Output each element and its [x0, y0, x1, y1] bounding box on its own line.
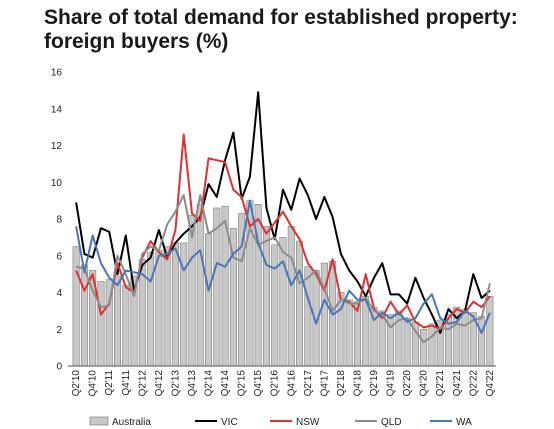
x-tick-label: Q4'19 — [386, 370, 397, 397]
bar-australia-Q4'22 — [486, 295, 494, 367]
x-tick-label: Q2'12 — [137, 370, 148, 397]
bar-australia-Q1'22 — [461, 308, 469, 367]
bar-australia-Q3'13 — [180, 242, 188, 367]
line-wa — [75, 199, 491, 334]
bar-australia-Q2'10 — [72, 246, 80, 367]
x-tick-label: Q2'16 — [270, 370, 281, 397]
lines-layer — [75, 91, 491, 344]
bar-australia-Q1'11 — [97, 281, 105, 367]
bar-australia-Q1'13 — [163, 246, 171, 367]
x-tick-label: Q2'18 — [336, 370, 347, 397]
legend-label-vic: VIC — [221, 417, 238, 428]
x-tick-label: Q4'11 — [121, 370, 132, 396]
bar-australia-Q2'17 — [304, 266, 312, 367]
x-tick-label: Q4'13 — [187, 370, 198, 397]
x-tick-label: Q4'12 — [154, 370, 165, 397]
y-tick-label: 8 — [56, 215, 62, 226]
bar-australia-Q4'20 — [420, 329, 428, 367]
bar-australia-Q3'14 — [213, 207, 221, 367]
x-tick-label: Q2'21 — [435, 370, 446, 397]
bar-australia-Q3'11 — [114, 275, 121, 367]
x-tick-label: Q4'15 — [253, 370, 264, 397]
bar-australia-Q3'22 — [478, 316, 486, 367]
x-tick-label: Q4'16 — [286, 370, 297, 397]
bar-australia-Q4'16 — [287, 226, 295, 367]
y-tick-label: 2 — [56, 325, 62, 336]
legend-label-australia: Australia — [112, 417, 151, 428]
y-tick-label: 14 — [51, 104, 63, 115]
bars-layer — [72, 200, 494, 367]
bar-australia-Q1'21 — [428, 323, 436, 367]
ticks-layer: 0 2 4 6 8 10 12 14 16 Q2'10 Q4'10 Q2'11 Q4'11 Q2'12 Q4… — [51, 68, 496, 397]
y-tick-label: 0 — [56, 362, 62, 373]
y-tick-label: 6 — [56, 251, 62, 262]
bar-australia-Q3'10 — [80, 264, 88, 367]
legend-label-nsw: NSW — [296, 417, 320, 428]
x-tick-label: Q2'19 — [369, 370, 380, 397]
bar-australia-Q4'12 — [155, 249, 163, 367]
bar-australia-Q2'20 — [403, 317, 411, 367]
x-tick-label: Q2'13 — [170, 370, 181, 397]
bar-australia-Q1'16 — [262, 226, 270, 367]
line-vic — [75, 91, 491, 334]
bar-australia-Q4'11 — [122, 284, 130, 367]
x-tick-label: Q2'11 — [104, 370, 115, 396]
bar-australia-Q2'16 — [271, 244, 279, 367]
bar-australia-Q3'16 — [279, 237, 287, 367]
bar-australia-Q1'17 — [296, 240, 304, 367]
y-tick-label: 12 — [51, 141, 63, 152]
y-tick-label: 10 — [51, 178, 63, 189]
x-tick-label: Q4'18 — [353, 370, 364, 397]
bar-australia-Q3'12 — [147, 251, 155, 367]
x-tick-label: Q4'21 — [452, 370, 463, 397]
x-tick-label: Q4'14 — [220, 370, 231, 397]
chart-title: Share of total demand for established pr… — [44, 6, 518, 53]
x-tick-label: Q4'17 — [319, 370, 330, 397]
y-tick-label: 4 — [56, 288, 62, 299]
line-qld — [75, 194, 491, 344]
x-tick-label: Q4'20 — [419, 370, 430, 397]
legend: Australia VIC NSW QLD WA — [89, 416, 472, 428]
bar-australia-Q3'18 — [345, 299, 353, 367]
bar-australia-Q1'14 — [196, 204, 204, 367]
x-tick-label: Q2'10 — [71, 370, 82, 397]
legend-label-qld: QLD — [381, 417, 402, 428]
bar-australia-Q2'14 — [205, 233, 213, 367]
bar-australia-Q2'13 — [171, 242, 179, 367]
x-tick-label: Q2'15 — [237, 370, 248, 397]
legend-swatch-australia — [89, 416, 109, 426]
y-tick-label: 16 — [51, 68, 63, 79]
x-tick-label: Q2'22 — [468, 370, 479, 397]
x-tick-label: Q4'22 — [485, 370, 496, 397]
legend-label-wa: WA — [456, 417, 472, 428]
x-tick-label: Q2'14 — [204, 370, 215, 397]
x-tick-label: Q2'20 — [402, 370, 413, 397]
x-tick-label: Q4'10 — [88, 370, 99, 397]
x-tick-label: Q2'17 — [303, 370, 314, 397]
